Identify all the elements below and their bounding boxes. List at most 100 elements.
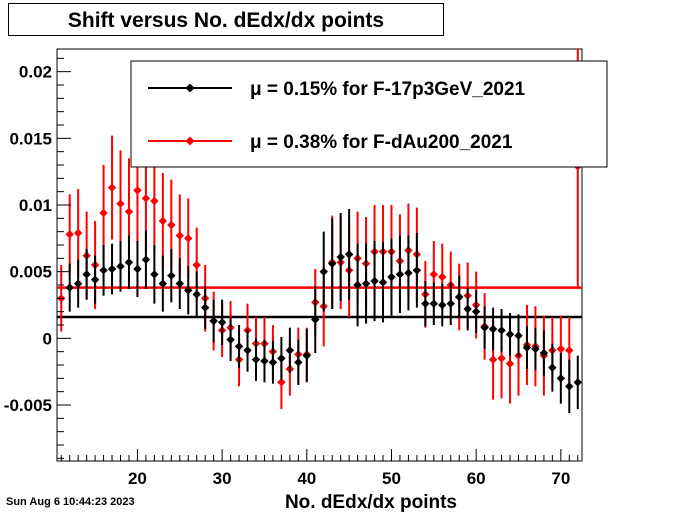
data-point	[226, 335, 235, 344]
data-point	[150, 196, 159, 206]
data-point	[438, 272, 447, 282]
data-point	[565, 382, 574, 391]
data-point	[505, 330, 515, 339]
data-point	[73, 279, 83, 288]
data-point	[99, 266, 108, 275]
data-point	[488, 324, 498, 334]
data-point	[209, 316, 218, 326]
data-point	[370, 276, 379, 286]
data-point	[124, 207, 134, 216]
y-tick-label: 0.015	[9, 129, 52, 148]
data-point	[311, 315, 320, 324]
data-point	[404, 268, 413, 278]
series-1-points	[65, 209, 582, 413]
data-point	[336, 252, 345, 262]
data-point	[421, 299, 430, 308]
data-point	[200, 303, 210, 312]
data-point	[361, 279, 371, 288]
data-point	[353, 280, 362, 290]
x-tick-label: 60	[467, 469, 486, 488]
data-point	[302, 351, 311, 360]
data-point	[277, 354, 286, 363]
x-axis-label: No. dEdx/dx points	[285, 492, 457, 513]
data-point	[556, 344, 566, 354]
data-point	[116, 199, 125, 208]
fit-lines-layer	[57, 286, 582, 319]
data-point	[514, 331, 523, 340]
data-point	[243, 346, 252, 355]
data-point	[158, 279, 168, 288]
legend-entry-2: μ = 0.38% for F-dAu200_2021	[250, 132, 513, 153]
data-point	[531, 344, 540, 354]
data-point	[184, 234, 193, 243]
data-point	[480, 323, 489, 332]
data-point	[328, 259, 337, 268]
data-point	[277, 378, 286, 387]
data-point	[438, 300, 447, 310]
data-point	[378, 278, 388, 287]
data-point	[455, 292, 464, 302]
data-point	[268, 358, 278, 367]
data-point	[175, 279, 184, 288]
data-point	[107, 264, 117, 274]
data-point	[446, 299, 455, 308]
data-point	[192, 260, 201, 270]
legend-marker-1	[185, 83, 195, 93]
data-point	[395, 270, 405, 279]
data-point	[260, 356, 269, 366]
legend-entry-1: μ = 0.15% for F-17p3GeV_2021	[250, 79, 526, 100]
data-point	[471, 307, 481, 316]
data-point	[150, 270, 159, 279]
y-tick-label: -0.005	[4, 396, 52, 415]
data-point	[82, 270, 91, 279]
data-point	[141, 255, 151, 264]
data-point	[65, 283, 74, 292]
data-point	[124, 258, 134, 267]
data-point	[217, 318, 227, 327]
data-point	[167, 271, 176, 280]
data-points-layer	[57, 49, 582, 413]
data-point	[548, 363, 557, 372]
data-point	[294, 358, 303, 367]
x-tick-label: 20	[128, 469, 147, 488]
data-point	[133, 264, 142, 274]
data-point	[167, 220, 176, 230]
data-point	[412, 266, 422, 275]
y-tick-label: 0	[43, 329, 52, 348]
data-point	[175, 231, 184, 240]
x-tick-label: 50	[382, 469, 401, 488]
data-point	[497, 354, 506, 363]
data-point	[539, 348, 549, 358]
data-point	[319, 267, 328, 276]
data-point	[73, 228, 83, 238]
timestamp: Sun Aug 6 10:44:23 2023	[6, 496, 135, 508]
data-point	[556, 374, 566, 383]
data-point	[522, 343, 532, 352]
data-point	[116, 262, 125, 271]
data-point	[505, 359, 515, 368]
data-point	[488, 355, 498, 364]
data-point	[463, 304, 472, 314]
chart-title: Shift versus No. dEdx/dx points	[67, 9, 385, 32]
data-point	[429, 270, 439, 279]
axes-layer: 20 30 40 50 60 70 -0.005 0 0.005 0.01 0.015 0.02 No.…	[4, 57, 579, 513]
data-point	[387, 272, 396, 282]
legend-layer: μ = 0.15% for F-17p3GeV_2021 μ = 0.38% fo…	[130, 60, 608, 168]
title-box: Shift versus No. dEdx/dx points	[8, 3, 444, 36]
data-point	[429, 299, 439, 308]
data-point	[133, 186, 142, 195]
data-point	[90, 275, 100, 284]
data-point	[141, 194, 151, 203]
legend-box	[130, 60, 608, 168]
data-point	[99, 208, 108, 218]
data-point	[65, 230, 74, 239]
data-point	[285, 346, 295, 355]
data-point	[234, 342, 244, 351]
y-tick-label: 0.01	[19, 196, 52, 215]
x-tick-label: 30	[213, 469, 232, 488]
data-point	[497, 326, 506, 335]
data-point	[184, 286, 193, 295]
x-tick-label: 70	[551, 469, 570, 488]
data-point	[344, 250, 354, 259]
